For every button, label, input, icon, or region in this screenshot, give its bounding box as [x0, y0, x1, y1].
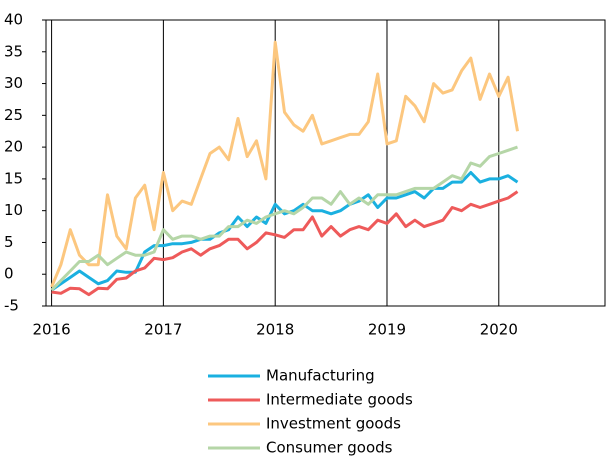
series-line	[50, 171, 519, 292]
x-tick-label: 2020	[480, 321, 518, 339]
y-tick-label: 30	[4, 74, 23, 92]
series-line	[50, 40, 519, 288]
y-tick-label: 5	[4, 233, 14, 251]
y-tick-label: 20	[4, 138, 23, 156]
legend-label: Intermediate goods	[266, 391, 413, 409]
y-tick-label: 25	[4, 106, 23, 124]
plot-frame	[45, 19, 606, 307]
legend-label: Investment goods	[266, 415, 401, 433]
legend-label: Consumer goods	[266, 439, 393, 457]
x-tick-label: 2016	[32, 321, 70, 339]
y-tick-label: 35	[4, 42, 23, 60]
y-tick-label: -5	[4, 297, 19, 315]
x-tick-label: 2017	[144, 321, 182, 339]
x-tick-label: 2019	[368, 321, 406, 339]
y-tick-label: 40	[4, 11, 23, 29]
x-tick-label: 2018	[256, 321, 294, 339]
y-tick-label: 0	[4, 265, 14, 283]
series-line	[50, 145, 518, 292]
y-tick-label: 15	[4, 169, 23, 187]
legend-label: Manufacturing	[266, 367, 375, 385]
y-tick-label: 10	[4, 201, 23, 219]
series-line	[51, 190, 519, 297]
